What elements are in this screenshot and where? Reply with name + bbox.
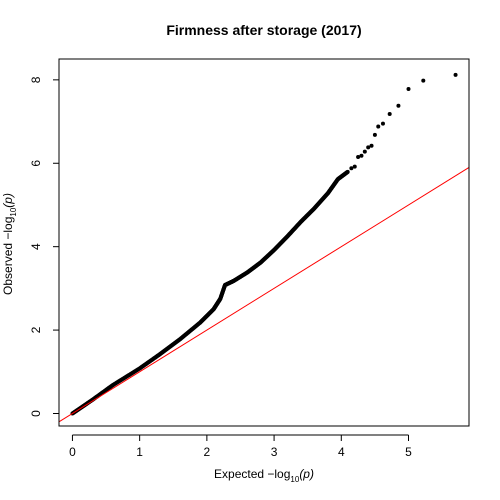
data-point [356,155,361,160]
data-point [406,87,411,92]
x-tick-label: 1 [136,445,143,459]
y-tick-label: 2 [29,326,43,333]
data-point [369,143,374,148]
data-point [396,103,401,108]
data-point [380,121,385,126]
x-tick-label: 2 [204,445,211,459]
x-axis-label-suffix: (p) [299,467,314,481]
x-axis-label-subscript: 10 [290,475,299,484]
data-point [387,112,392,117]
y-axis-label-subscript: 10 [9,207,18,216]
y-tick-label: 4 [29,243,43,250]
data-point [453,72,458,77]
y-axis-label-suffix: (p) [1,193,15,208]
y-tick-label: 8 [29,76,43,83]
data-point [362,149,367,154]
data-points [70,72,458,416]
data-point [345,169,350,174]
x-axis-label: Expected −log10(p) [214,467,314,484]
x-tick-label: 4 [338,445,345,459]
data-point [349,166,354,171]
y-tick-label: 6 [29,160,43,167]
x-tick-label: 0 [69,445,76,459]
data-point [372,132,377,137]
plot-area-border [58,58,470,427]
y-axis-ticks: 0 2 4 6 8 [29,76,59,417]
data-point [421,78,426,83]
x-tick-label: 3 [271,445,278,459]
x-axis-ticks: 0 1 2 3 4 5 [69,435,412,459]
data-point [352,164,357,169]
chart-title: Firmness after storage (2017) [166,22,361,38]
data-point [359,153,364,158]
y-axis-label: Observed −log10(p) [1,193,18,295]
reference-line [58,167,470,423]
data-point [376,124,381,129]
x-axis-label-prefix: Expected −log [214,467,290,481]
y-tick-label: 0 [29,410,43,417]
x-tick-label: 5 [405,445,412,459]
y-axis-label-prefix: Observed −log [1,217,15,295]
data-point [366,145,371,150]
